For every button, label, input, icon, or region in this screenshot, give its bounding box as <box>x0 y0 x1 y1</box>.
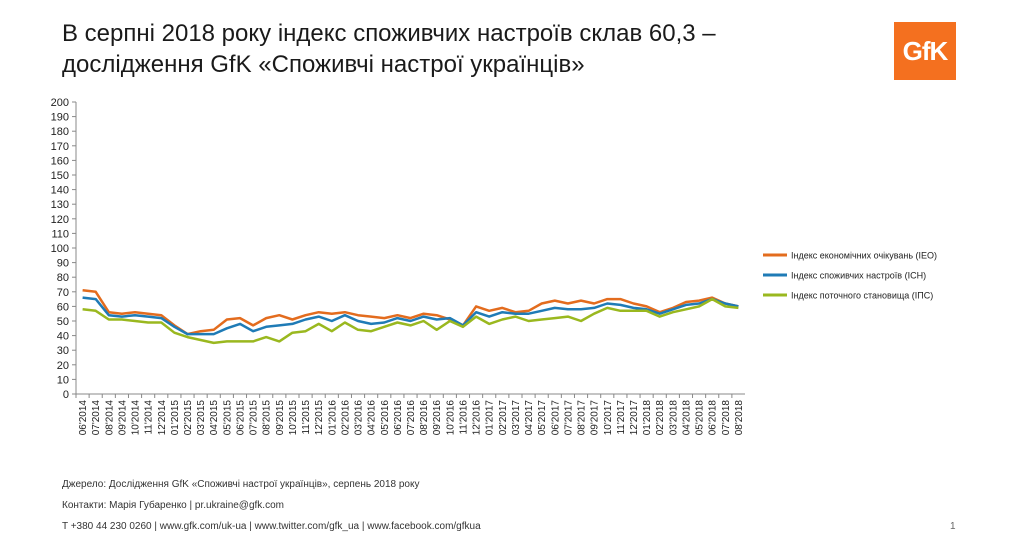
y-tick-label: 30 <box>57 345 69 357</box>
x-tick-label: 06'2015 <box>235 400 246 436</box>
x-tick-label: 11'2017 <box>616 400 627 435</box>
y-tick-label: 0 <box>63 389 69 401</box>
y-tick-label: 90 <box>57 258 69 270</box>
x-tick-label: 06'2016 <box>393 400 404 436</box>
x-tick-label: 08'2016 <box>419 400 430 436</box>
y-tick-label: 150 <box>51 170 69 182</box>
y-tick-label: 100 <box>51 243 69 255</box>
y-tick-label: 60 <box>57 301 69 313</box>
legend-label-2: Індекс споживчих настроїв (ІСН) <box>791 271 926 281</box>
y-tick-label: 170 <box>51 141 69 153</box>
x-tick-label: 01'2018 <box>642 400 653 436</box>
slide-title-line-2: дослідження GfK «Споживчі настрої україн… <box>62 51 585 78</box>
y-tick-label: 40 <box>57 331 69 343</box>
x-tick-label: 11'2014 <box>144 400 155 435</box>
page-number: 1 <box>950 521 956 532</box>
y-tick-label: 110 <box>51 228 69 240</box>
x-tick-label: 03'2015 <box>196 400 207 436</box>
series-line-3 <box>82 297 739 345</box>
y-tick-label: 20 <box>57 360 69 372</box>
x-tick-label: 03'2016 <box>354 400 365 436</box>
x-tick-label: 06'2014 <box>78 400 89 436</box>
x-tick-label: 01'2015 <box>170 400 181 436</box>
x-tick-label: 01'2017 <box>485 400 496 436</box>
series-line-2 <box>82 296 739 336</box>
legend-label-1: Індекс економічних очікувань (IEO) <box>791 251 937 261</box>
x-tick-label: 12'2015 <box>314 400 325 436</box>
y-tick-label: 50 <box>57 316 69 328</box>
source-note: Джерело: Дослідження GfK «Споживчі настр… <box>62 479 420 490</box>
y-tick-label: 120 <box>51 214 69 226</box>
x-tick-label: 04'2016 <box>367 400 378 436</box>
x-tick-label: 07'2014 <box>91 400 102 436</box>
x-tick-label: 10'2015 <box>288 400 299 436</box>
gfk-logo-text: GfK <box>902 35 949 66</box>
y-tick-label: 80 <box>57 272 69 284</box>
x-tick-label: 09'2014 <box>117 400 128 436</box>
y-tick-label: 10 <box>57 374 69 386</box>
x-tick-label: 03'2018 <box>668 400 679 436</box>
x-tick-label: 10'2014 <box>131 400 142 436</box>
x-tick-label: 02'2018 <box>655 400 666 436</box>
x-tick-label: 12'2017 <box>629 400 640 436</box>
y-tick-label: 160 <box>51 155 69 167</box>
x-tick-label: 09'2017 <box>590 400 601 436</box>
x-tick-label: 05'2015 <box>222 400 233 436</box>
x-tick-label: 07'2017 <box>563 400 574 436</box>
contacts-note: Контакти: Марія Губаренко | pr.ukraine@g… <box>62 500 284 511</box>
x-tick-label: 08'2014 <box>104 400 115 436</box>
x-tick-label: 02'2015 <box>183 400 194 436</box>
contact-links: T +380 44 230 0260 | www.gfk.com/uk-ua |… <box>62 521 481 532</box>
x-tick-label: 01'2016 <box>327 400 338 436</box>
x-tick-label: 06'2017 <box>550 400 561 436</box>
x-tick-label: 12'2014 <box>157 400 168 436</box>
x-tick-label: 05'2017 <box>537 400 548 436</box>
x-tick-label: 04'2018 <box>681 400 692 436</box>
x-tick-label: 08'2015 <box>262 400 273 436</box>
x-tick-label: 08'2017 <box>577 400 588 436</box>
x-tick-label: 02'2016 <box>340 400 351 436</box>
x-tick-label: 07'2016 <box>406 400 417 436</box>
x-tick-label: 05'2016 <box>380 400 391 436</box>
x-tick-label: 04'2017 <box>524 400 535 436</box>
y-tick-label: 130 <box>51 199 69 211</box>
line-chart: 0 10 20 30 40 50 60 70 80 90 100 110 120 130 140 150 160… <box>51 97 937 436</box>
y-tick-label: 200 <box>51 97 69 109</box>
x-tick-label: 10'2016 <box>445 400 456 436</box>
y-tick-label: 140 <box>51 185 69 197</box>
gfk-logo: GfK <box>894 22 956 80</box>
y-tick-label: 70 <box>57 287 69 299</box>
y-tick-label: 190 <box>51 112 69 124</box>
x-tick-label: 06'2018 <box>708 400 719 436</box>
series-line-1 <box>82 289 739 336</box>
y-tick-label: 180 <box>51 126 69 138</box>
x-tick-label: 08'2018 <box>734 400 745 436</box>
x-tick-label: 05'2018 <box>695 400 706 436</box>
x-tick-label: 04'2015 <box>209 400 220 436</box>
x-tick-label: 12'2016 <box>472 400 483 436</box>
x-tick-label: 07'2018 <box>721 400 732 436</box>
slide-title-line-1: В серпні 2018 року індекс споживчих наст… <box>62 20 716 47</box>
x-tick-label: 10'2017 <box>603 400 614 436</box>
x-tick-label: 11'2016 <box>458 400 469 435</box>
x-tick-label: 11'2015 <box>301 400 312 435</box>
x-tick-label: 09'2016 <box>432 400 443 436</box>
x-tick-label: 03'2017 <box>511 400 522 436</box>
x-tick-label: 07'2015 <box>249 400 260 436</box>
legend-label-3: Індекс поточного становища (ІПС) <box>791 291 933 301</box>
x-tick-label: 02'2017 <box>498 400 509 436</box>
slide-title: В серпні 2018 року індекс споживчих наст… <box>62 18 842 80</box>
x-tick-label: 09'2015 <box>275 400 286 436</box>
